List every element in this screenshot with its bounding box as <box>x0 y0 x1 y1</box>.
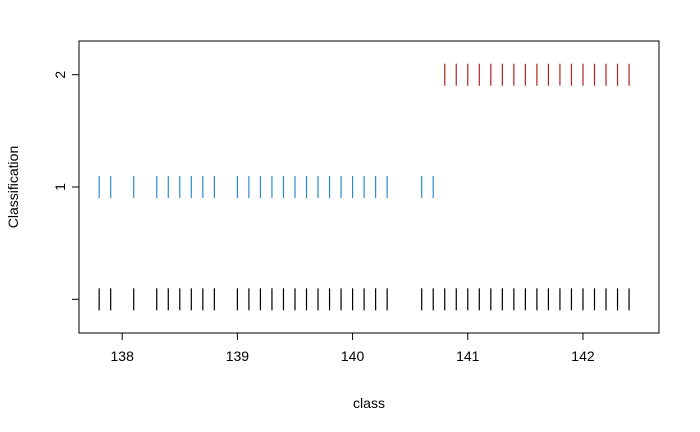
y-tick-label: 1 <box>52 183 68 191</box>
x-tick-label: 140 <box>341 348 365 364</box>
x-axis: 138 139 140 141 142 <box>111 332 595 364</box>
y-axis-label: Classification <box>5 146 21 228</box>
x-tick-label: 142 <box>571 348 595 364</box>
x-tick-label: 138 <box>111 348 135 364</box>
y-axis: 12 <box>52 71 80 300</box>
data-marks <box>98 63 630 311</box>
x-axis-label: class <box>353 395 385 411</box>
x-tick-label: 141 <box>456 348 480 364</box>
x-tick-label: 139 <box>226 348 250 364</box>
y-tick-label: 2 <box>52 71 68 79</box>
